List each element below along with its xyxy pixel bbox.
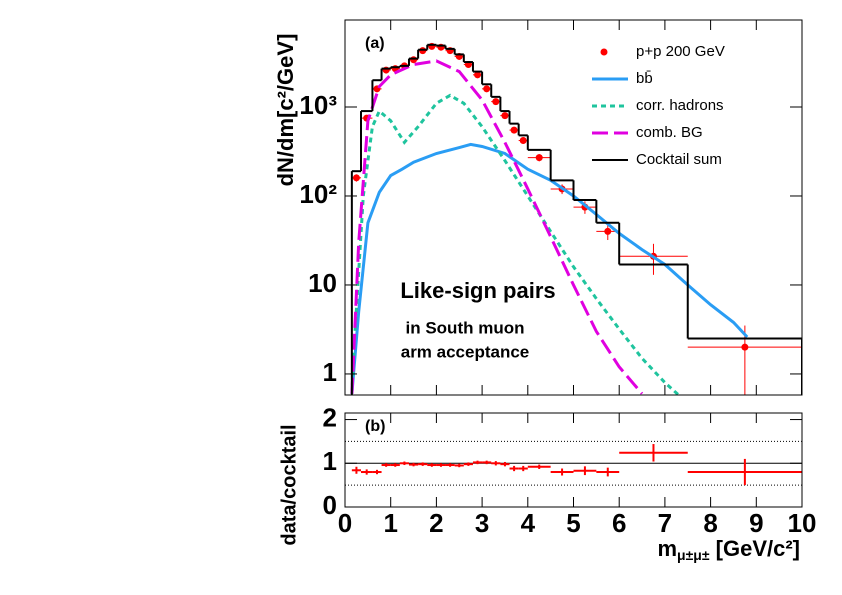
data-point: [410, 56, 418, 64]
y-tick-label: 10²: [299, 179, 337, 209]
data-point: [741, 343, 749, 351]
curve: [350, 142, 749, 394]
annotation: (a): [365, 35, 385, 52]
data-point: [535, 154, 543, 162]
legend-label: p+p 200 GeV: [636, 43, 725, 60]
plot-area: [345, 440, 802, 486]
y-tick-label: 1: [323, 446, 337, 476]
data-point: [501, 112, 509, 120]
legend-label: comb. BG: [636, 124, 703, 141]
y-tick-label: 2: [323, 402, 337, 432]
x-tick-label: 1: [383, 508, 397, 538]
data-point: [492, 98, 500, 106]
x-tick-label: 8: [703, 508, 717, 538]
frame: [344, 412, 803, 508]
y-tick-label: 0: [323, 490, 337, 520]
curve: [350, 59, 644, 395]
x-tick-label: 2: [429, 508, 443, 538]
x-axis-label: mμ±μ± [GeV/c²]: [657, 536, 800, 563]
x-tick-label: 0: [338, 508, 352, 538]
x-tick-label: 7: [658, 508, 672, 538]
data-point: [510, 126, 518, 134]
x-tick-label: 3: [475, 508, 489, 538]
annotation: in South muon: [406, 318, 525, 337]
plot-area: [350, 42, 802, 395]
y-tick-label: 10³: [299, 90, 337, 120]
curve: [350, 93, 680, 395]
y-axis-label: dN/dm[c²/GeV]: [273, 34, 298, 187]
annotation: (b): [365, 418, 385, 435]
legend-label: corr. hadrons: [636, 97, 724, 114]
x-tick-label: 5: [566, 508, 580, 538]
x-tick-label: 6: [612, 508, 626, 538]
legend-marker: [600, 48, 608, 56]
x-label-sub: μ±μ±: [677, 547, 710, 563]
data-point: [519, 137, 527, 145]
annotation: arm acceptance: [401, 342, 530, 361]
y-tick-label: 10: [308, 268, 337, 298]
legend-label: bb̄: [636, 70, 653, 87]
y-tick-label: 1: [323, 357, 337, 387]
data-point: [352, 174, 360, 182]
data-point: [474, 71, 482, 79]
x-label-main: m: [657, 536, 677, 561]
x-tick-label: 4: [521, 508, 536, 538]
annotation: Like-sign pairs: [400, 278, 555, 303]
x-tick-label: 9: [749, 508, 763, 538]
x-label-unit: [GeV/c²]: [710, 536, 800, 561]
data-point: [604, 227, 612, 235]
x-tick-label: 10: [788, 508, 817, 538]
y-axis-label: data/cocktail: [278, 424, 300, 545]
legend-label: Cocktail sum: [636, 151, 722, 168]
data-point: [483, 85, 491, 93]
